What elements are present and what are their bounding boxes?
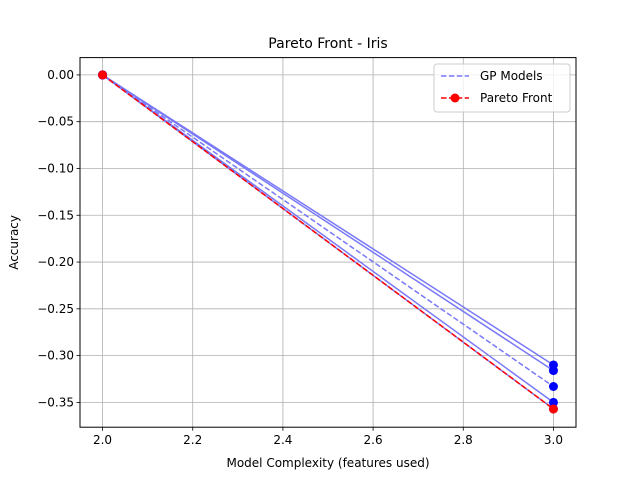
axis-ticks: 2.0 2.2 2.4 2.6 2.8 3.0 0.00 −0.05 −0.10 −0.15 −0.… [37, 68, 563, 447]
y-tick-label: −0.35 [37, 395, 74, 409]
plot-frame [79, 57, 577, 428]
pareto-front-point [98, 70, 108, 80]
y-tick-label: −0.05 [37, 115, 74, 129]
y-tick-label: −0.30 [37, 349, 74, 363]
gp-model-line [102, 74, 554, 366]
legend-pareto-label: Pareto Front [480, 91, 553, 105]
series-layer [98, 70, 558, 414]
gp-model-line [102, 74, 554, 404]
gp-model-point [548, 381, 558, 391]
y-tick-label: −0.10 [37, 161, 74, 175]
x-tick-label: 2.4 [273, 433, 292, 447]
grid [80, 57, 576, 428]
legend-pareto-swatch-marker [450, 93, 460, 103]
x-tick-label: 2.6 [364, 433, 383, 447]
pareto-front-point [548, 404, 558, 414]
gp-model-line [102, 74, 554, 388]
legend-gp-label: GP Models [480, 69, 543, 83]
gp-model-line [102, 74, 554, 372]
x-tick-label: 3.0 [544, 433, 563, 447]
gp-model-point [548, 397, 558, 407]
gp-model-point [548, 366, 558, 376]
y-tick-label: −0.25 [37, 302, 74, 316]
x-axis-label: Model Complexity (features used) [226, 456, 429, 470]
pareto-front-line [102, 74, 554, 410]
y-tick-label: −0.15 [37, 208, 74, 222]
legend: GP Models Pareto Front [433, 63, 571, 113]
x-tick-label: 2.8 [454, 433, 473, 447]
y-axis-label: Accuracy [7, 215, 21, 270]
x-tick-label: 2.0 [93, 433, 112, 447]
chart-title: Pareto Front - Iris [268, 36, 387, 52]
y-tick-label: 0.00 [47, 68, 74, 82]
y-tick-label: −0.20 [37, 255, 74, 269]
x-tick-label: 2.2 [183, 433, 202, 447]
